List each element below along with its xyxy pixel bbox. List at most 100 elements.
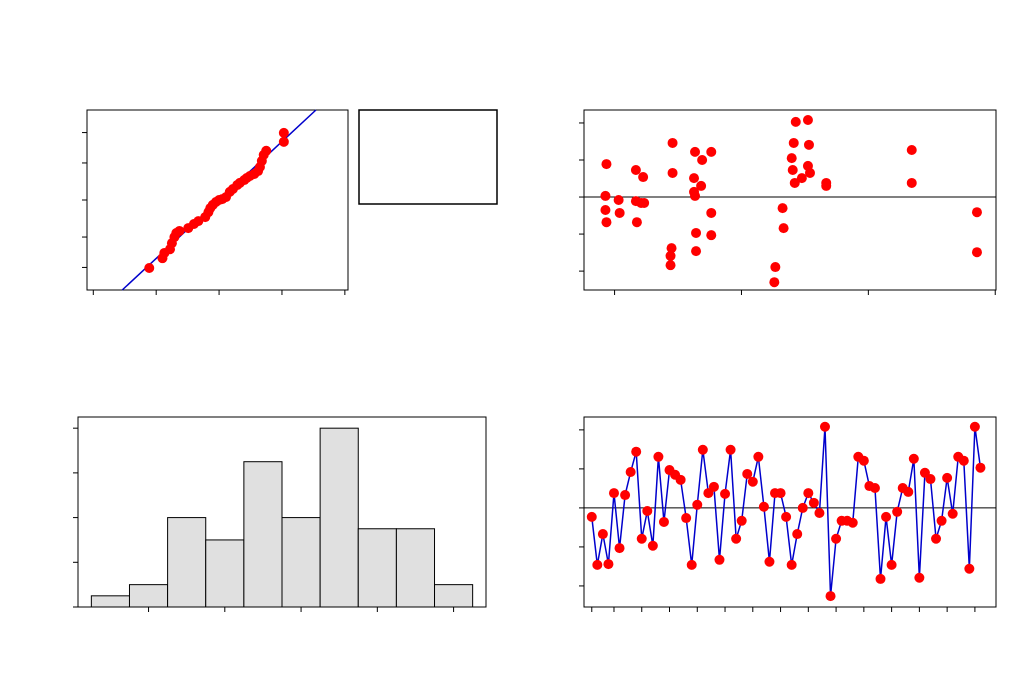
point bbox=[936, 515, 947, 526]
point bbox=[691, 227, 702, 238]
point bbox=[769, 277, 780, 288]
point bbox=[796, 173, 807, 184]
point bbox=[808, 497, 819, 508]
point bbox=[886, 559, 897, 570]
point bbox=[625, 467, 636, 478]
point bbox=[692, 499, 703, 510]
bar bbox=[90, 595, 130, 608]
point bbox=[601, 159, 612, 170]
plot-frame bbox=[583, 416, 997, 608]
point bbox=[665, 260, 676, 271]
point bbox=[639, 197, 650, 208]
point bbox=[778, 223, 789, 234]
point bbox=[770, 262, 781, 273]
point bbox=[790, 116, 801, 127]
point bbox=[971, 247, 982, 258]
point bbox=[600, 190, 611, 201]
point bbox=[777, 203, 788, 214]
point bbox=[675, 474, 686, 485]
point bbox=[775, 488, 786, 499]
point bbox=[975, 462, 986, 473]
point bbox=[608, 488, 619, 499]
point bbox=[758, 501, 769, 512]
point bbox=[881, 511, 892, 522]
point bbox=[971, 207, 982, 218]
point bbox=[892, 506, 903, 517]
point bbox=[786, 153, 797, 164]
bar bbox=[243, 461, 283, 608]
point bbox=[825, 591, 836, 602]
point bbox=[821, 180, 832, 191]
point bbox=[613, 195, 624, 205]
point bbox=[689, 173, 700, 184]
point bbox=[792, 529, 803, 540]
point bbox=[642, 506, 653, 517]
point bbox=[803, 488, 814, 499]
point bbox=[667, 167, 678, 178]
bar bbox=[128, 584, 169, 608]
point bbox=[586, 511, 597, 522]
point bbox=[831, 533, 842, 544]
point bbox=[914, 572, 925, 583]
point bbox=[964, 563, 975, 574]
point bbox=[789, 177, 800, 188]
point bbox=[636, 533, 647, 544]
point bbox=[942, 472, 953, 483]
point bbox=[804, 167, 815, 178]
point bbox=[691, 246, 702, 257]
point bbox=[690, 190, 701, 201]
point bbox=[665, 250, 676, 261]
point bbox=[278, 127, 289, 138]
point bbox=[906, 145, 917, 155]
point bbox=[708, 481, 719, 492]
point bbox=[697, 155, 708, 165]
point bbox=[706, 207, 717, 218]
point bbox=[631, 217, 642, 228]
point bbox=[144, 263, 155, 274]
point bbox=[787, 165, 798, 175]
point bbox=[630, 165, 641, 175]
point bbox=[667, 137, 678, 148]
point bbox=[714, 554, 725, 565]
bar bbox=[167, 517, 207, 608]
legend-box bbox=[358, 109, 498, 205]
bar bbox=[319, 427, 359, 608]
point bbox=[869, 483, 880, 494]
point bbox=[908, 453, 919, 464]
bar bbox=[395, 528, 436, 608]
point bbox=[720, 488, 731, 499]
point bbox=[736, 515, 747, 526]
bar bbox=[434, 584, 474, 608]
point bbox=[696, 180, 707, 191]
point bbox=[686, 559, 697, 570]
point bbox=[614, 543, 625, 554]
point bbox=[906, 177, 917, 188]
point bbox=[631, 446, 642, 457]
bar bbox=[205, 539, 245, 608]
point bbox=[903, 486, 914, 497]
point bbox=[819, 421, 830, 432]
point bbox=[753, 451, 764, 462]
point bbox=[278, 136, 289, 147]
point bbox=[638, 172, 649, 183]
point bbox=[647, 540, 658, 551]
point bbox=[847, 517, 858, 528]
point bbox=[614, 207, 625, 218]
point bbox=[747, 476, 758, 487]
point bbox=[731, 533, 742, 544]
point bbox=[706, 230, 717, 241]
point bbox=[690, 146, 701, 157]
point bbox=[814, 507, 825, 518]
point bbox=[742, 468, 753, 479]
point bbox=[875, 573, 886, 584]
point bbox=[658, 516, 669, 527]
point bbox=[697, 444, 708, 455]
point bbox=[925, 474, 936, 485]
bar bbox=[357, 528, 397, 608]
point bbox=[666, 243, 677, 254]
point bbox=[620, 490, 631, 501]
point bbox=[597, 529, 608, 540]
point bbox=[592, 559, 603, 570]
point bbox=[653, 451, 664, 462]
